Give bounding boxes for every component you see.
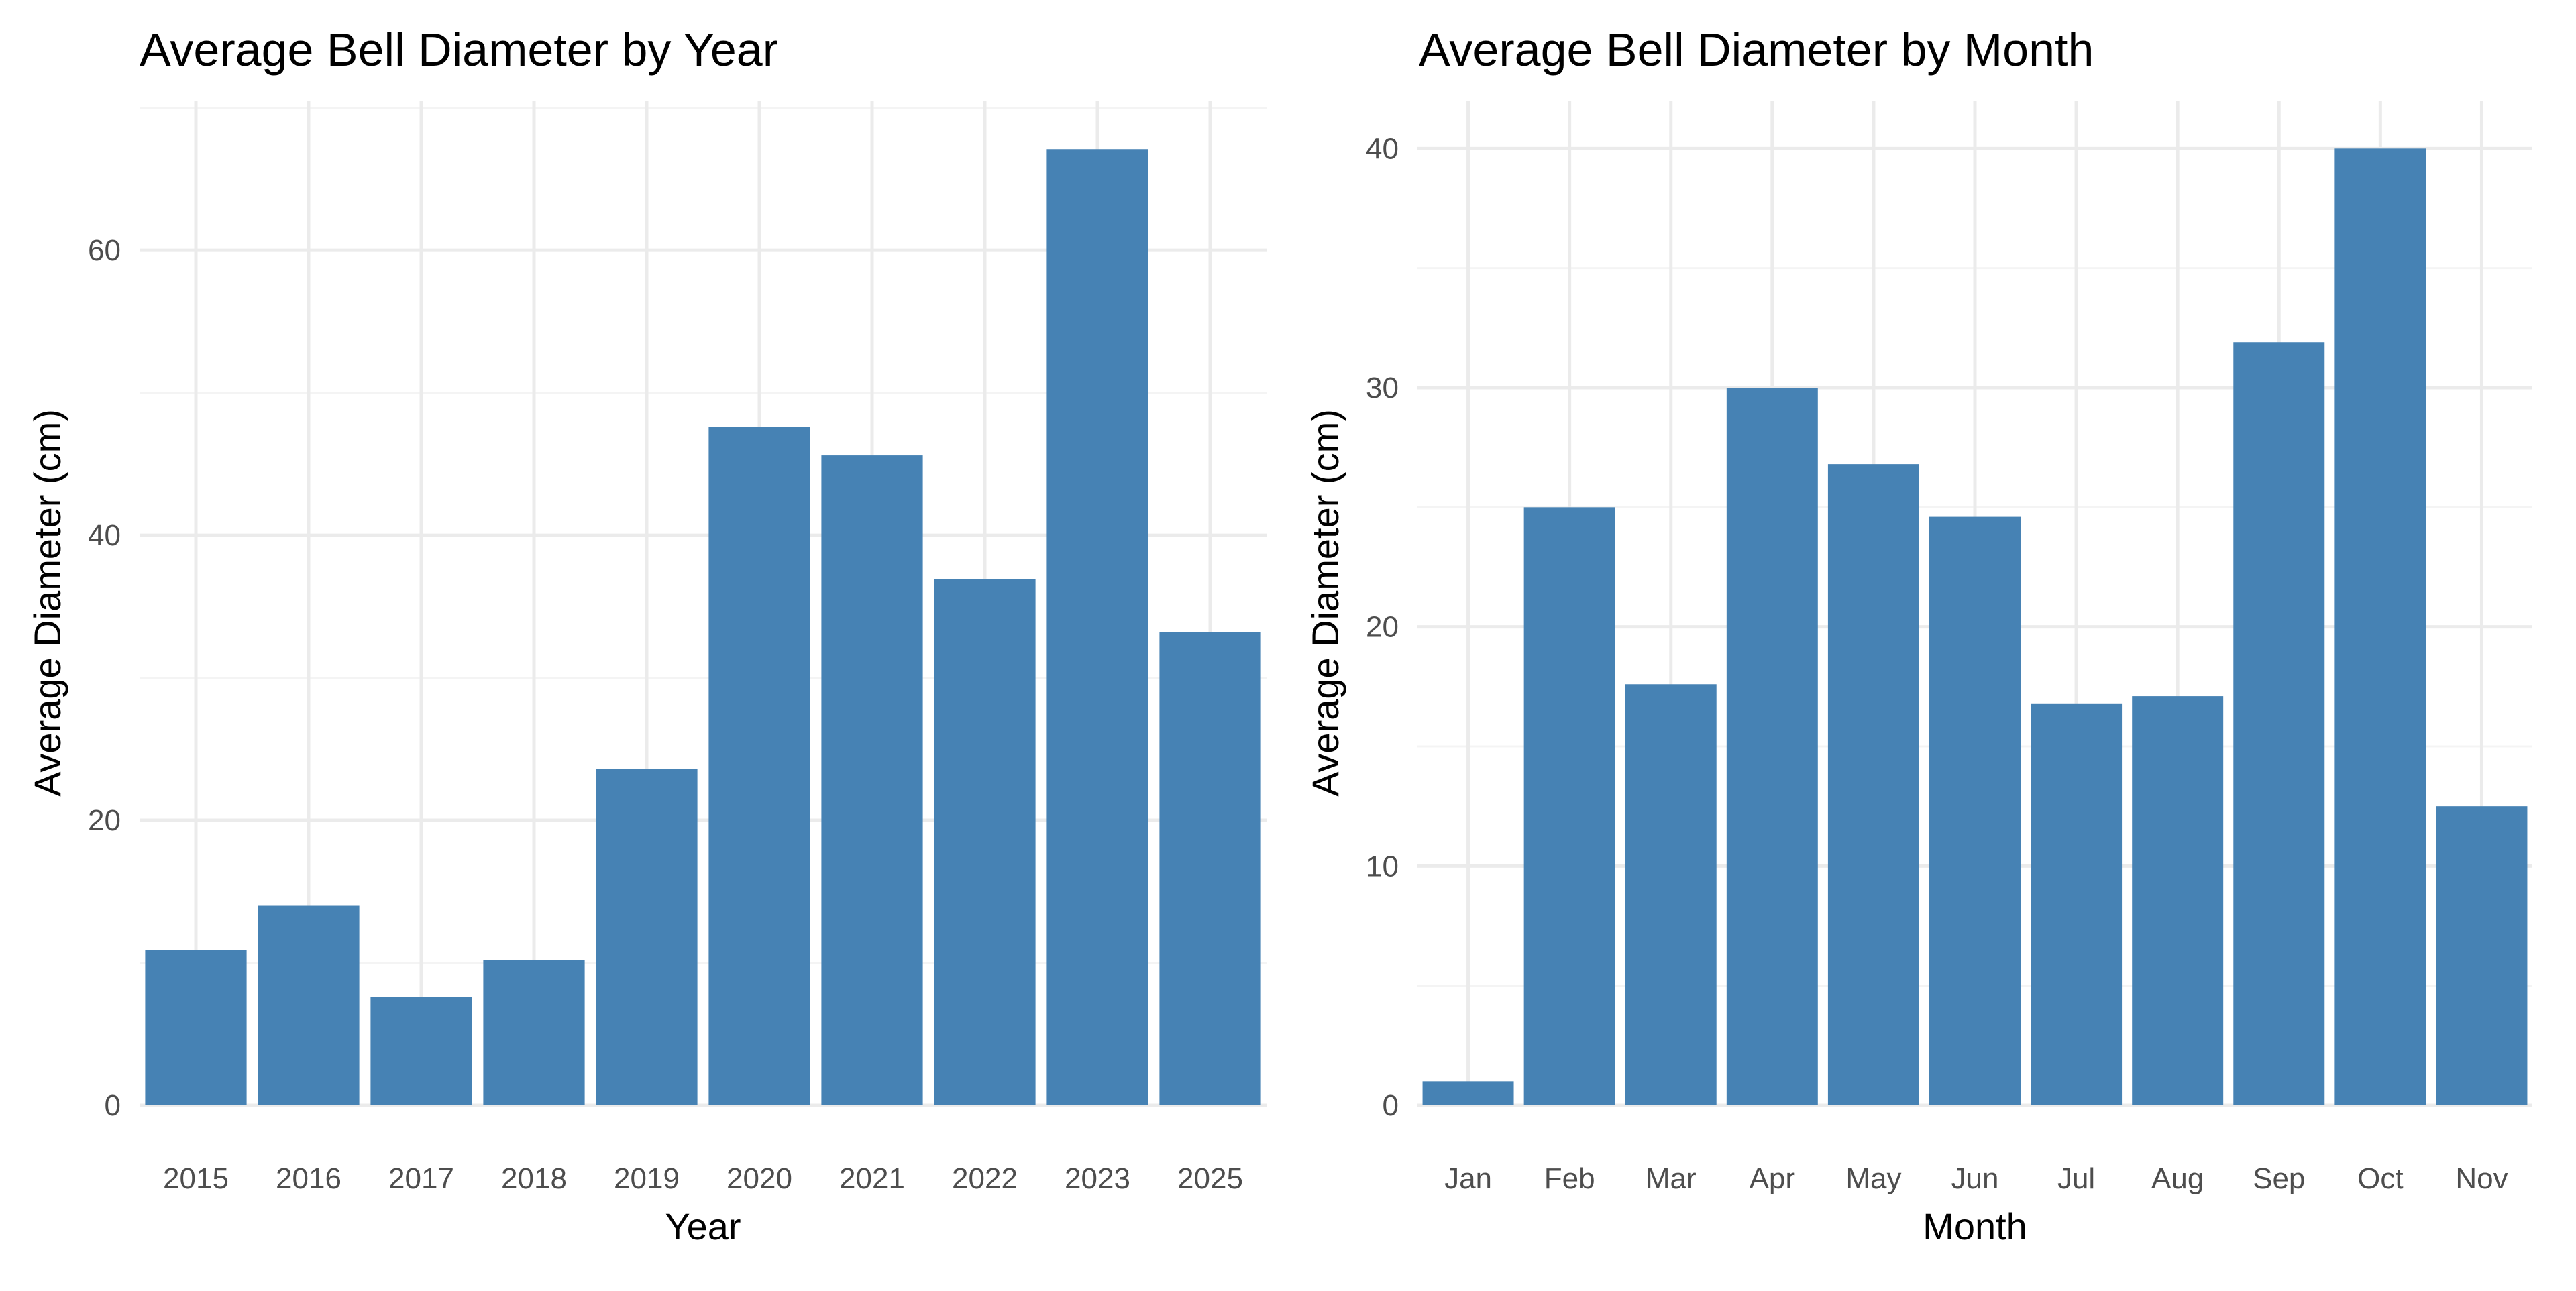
y-axis-label: Average Diameter (cm) (26, 409, 68, 797)
x-tick-label: 2017 (388, 1162, 454, 1195)
x-tick-label: Feb (1544, 1162, 1595, 1195)
x-tick-label: Nov (2455, 1162, 2508, 1195)
y-tick-labels: 0 10 20 30 40 (1366, 132, 1399, 1122)
y-tick-label: 20 (1366, 611, 1399, 644)
y-tick-label: 40 (1366, 132, 1399, 165)
x-tick-label: 2019 (614, 1162, 680, 1195)
bar (821, 455, 923, 1105)
y-tick-labels: 0 20 40 60 (88, 234, 121, 1122)
bar (1046, 149, 1148, 1105)
x-tick-label: 2018 (501, 1162, 567, 1195)
x-tick-label: 2022 (952, 1162, 1018, 1195)
x-tick-label: Mar (1646, 1162, 1697, 1195)
bar (1726, 388, 1818, 1105)
y-tick-label: 10 (1366, 850, 1399, 883)
y-axis-label: Average Diameter (cm) (1304, 409, 1346, 797)
month-chart-panel: 0 10 20 30 40 Jan Feb Mar Apr May Jun Jul Aug Sep Oct N… (1304, 23, 2532, 1247)
bar (596, 769, 698, 1105)
bar (2132, 696, 2224, 1105)
bar (1827, 464, 1919, 1105)
bar (2436, 806, 2528, 1105)
x-tick-label: Jun (1951, 1162, 1999, 1195)
bar (1523, 507, 1615, 1105)
x-tick-labels: Jan Feb Mar Apr May Jun Jul Aug Sep Oct Nov (1444, 1162, 2508, 1195)
bar (934, 579, 1036, 1105)
bar (145, 950, 247, 1105)
x-axis-label: Month (1923, 1205, 2027, 1247)
y-tick-label: 40 (88, 519, 121, 552)
x-tick-label: Apr (1750, 1162, 1795, 1195)
y-tick-label: 30 (1366, 372, 1399, 404)
bar (2233, 342, 2325, 1105)
bar (483, 960, 585, 1105)
x-tick-labels: 2015 2016 2017 2018 2019 2020 2021 2022 2023 2025 (163, 1162, 1243, 1195)
y-tick-label: 60 (88, 234, 121, 267)
x-tick-label: 2015 (163, 1162, 229, 1195)
chart-title: Average Bell Diameter by Month (1419, 23, 2094, 76)
x-tick-label: Oct (2357, 1162, 2403, 1195)
bar (258, 905, 360, 1105)
x-tick-label: 2016 (276, 1162, 341, 1195)
bar (708, 427, 810, 1105)
bar (2334, 148, 2426, 1105)
x-tick-label: 2025 (1177, 1162, 1243, 1195)
chart-title: Average Bell Diameter by Year (140, 23, 778, 76)
bar (370, 997, 472, 1105)
x-tick-label: May (1845, 1162, 1901, 1195)
x-tick-label: 2023 (1065, 1162, 1130, 1195)
bar (1625, 684, 1717, 1105)
x-tick-label: 2021 (839, 1162, 905, 1195)
x-tick-label: Jul (2057, 1162, 2095, 1195)
x-tick-label: Sep (2253, 1162, 2305, 1195)
y-tick-label: 20 (88, 804, 121, 837)
x-axis-label: Year (665, 1205, 741, 1247)
bars (1422, 148, 2528, 1105)
bars (145, 149, 1261, 1105)
bar (2031, 703, 2123, 1105)
y-tick-label: 0 (105, 1089, 121, 1122)
x-tick-label: 2020 (727, 1162, 792, 1195)
y-tick-label: 0 (1383, 1089, 1399, 1122)
x-tick-label: Jan (1444, 1162, 1492, 1195)
x-tick-label: Aug (2151, 1162, 2204, 1195)
bar (1929, 516, 2021, 1105)
bar (1159, 632, 1261, 1105)
bar (1422, 1081, 1514, 1105)
